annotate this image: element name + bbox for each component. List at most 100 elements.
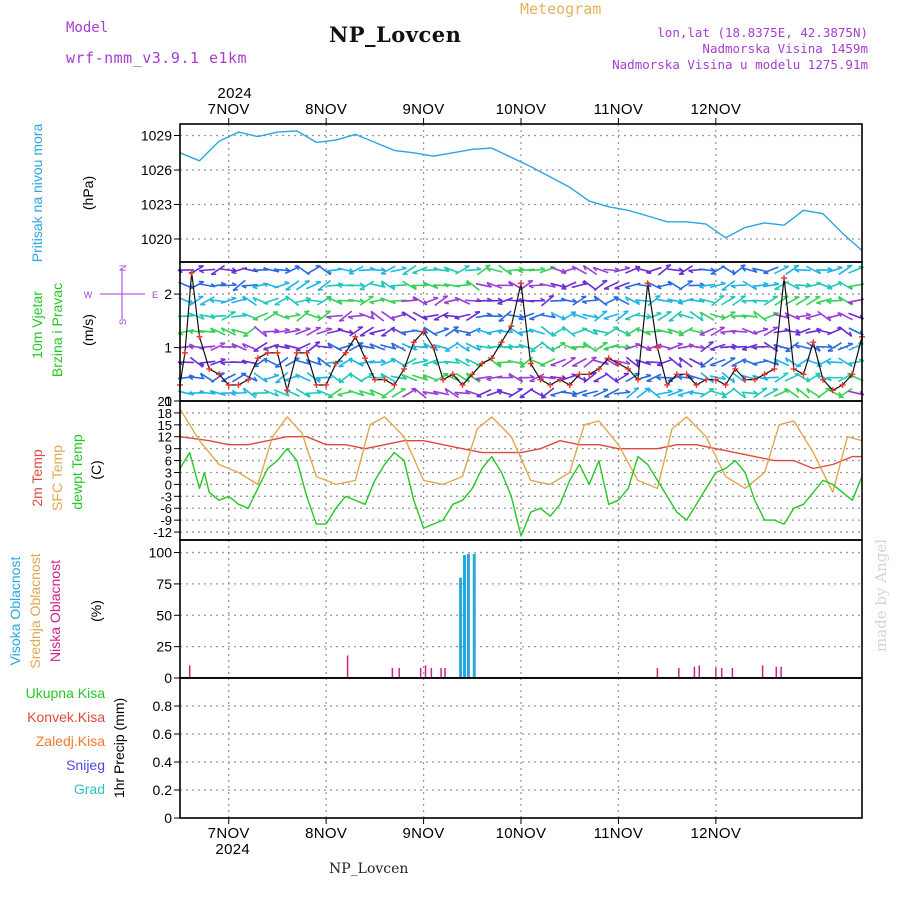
cloud-unit: (%) — [88, 600, 104, 622]
y-tick-label: -6 — [160, 501, 172, 516]
wind-arrow-head — [519, 360, 525, 365]
wind-arrow-head — [592, 266, 598, 272]
wind-arrow-head — [677, 375, 683, 381]
wind-arrow — [284, 357, 300, 367]
wind-gust-marker — [274, 349, 281, 356]
wind-arrow — [721, 357, 736, 368]
wind-arrow-head — [646, 387, 651, 393]
wind-arrow-head — [581, 300, 588, 305]
wind-arrow — [200, 372, 215, 383]
wind-arrow-head — [369, 301, 375, 305]
wind-arrow — [241, 267, 258, 273]
wind-arrow — [422, 358, 439, 366]
wind-arrow — [348, 265, 364, 275]
wind-arrow — [721, 265, 736, 275]
wind-arrow — [210, 372, 225, 383]
wind-arrow — [475, 375, 492, 380]
wind-gust-marker — [342, 349, 349, 356]
wind-arrow — [253, 372, 268, 383]
wind-arrow-head — [379, 297, 385, 303]
wind-arrow-head — [710, 377, 715, 383]
wind-arrow — [732, 372, 746, 383]
wind-gust-marker — [742, 376, 749, 383]
wind-arrow — [359, 295, 374, 306]
wind-arrow-head — [816, 302, 822, 305]
wind-arrow — [252, 312, 269, 321]
wind-arrow — [572, 373, 587, 383]
wind-arrow — [848, 327, 864, 336]
wind-arrow-head — [443, 283, 449, 288]
wind-gust-marker — [781, 275, 788, 282]
wind-arrow — [295, 280, 311, 291]
x-tick-label-top: 8NOV — [305, 101, 347, 118]
wind-arrow — [209, 298, 226, 303]
wind-arrow — [615, 310, 629, 322]
wind-arrow-head — [625, 318, 631, 321]
wind-gust-marker — [849, 371, 856, 378]
wind-arrow — [667, 373, 683, 382]
wind-arrow — [316, 389, 332, 397]
wind-arrow-head — [625, 344, 631, 349]
wind-arrow — [700, 372, 714, 384]
wind-arrow — [508, 388, 523, 398]
wind-arrow-head — [721, 288, 727, 291]
wind-arrow — [433, 311, 449, 321]
year-label-bottom: 2024 — [215, 841, 250, 858]
wind-arrow-head — [209, 299, 215, 304]
wind-arrow — [391, 388, 406, 398]
wind-arrow-head — [656, 376, 662, 381]
wind-arrow — [317, 264, 332, 276]
x-tick-label-top: 10NOV — [496, 101, 547, 118]
wind-arrow-head — [188, 345, 194, 350]
wind-arrow — [625, 296, 641, 306]
wind-arrow-head — [806, 388, 810, 394]
wind-arrow-head — [188, 330, 194, 335]
wind-arrow-head — [401, 311, 406, 317]
wind-arrow — [242, 342, 258, 351]
wind-arrow — [422, 314, 439, 319]
wind-gust-marker — [683, 371, 690, 378]
wind-arrow — [241, 284, 258, 287]
wind-arrow — [614, 296, 630, 306]
wind-arrow-head — [699, 311, 704, 317]
y-tick-label: 0 — [164, 393, 172, 409]
wind-arrow — [454, 329, 471, 334]
wind-arrow — [210, 327, 226, 336]
y-tick-label: 0 — [164, 670, 172, 686]
low-cloud-bar — [780, 666, 782, 678]
wind-arrow — [401, 373, 418, 382]
wind-arrow-head — [454, 296, 459, 302]
wind-arrow — [498, 310, 512, 322]
wind-arrow-head — [305, 392, 311, 397]
wind-arrow — [348, 389, 364, 397]
wind-arrow-head — [763, 272, 769, 275]
wind-arrow-head — [582, 280, 587, 286]
wind-arrow — [614, 372, 630, 383]
wind-arrow — [688, 344, 705, 349]
wind-arrow-head — [656, 311, 662, 315]
wind-arrow — [528, 268, 545, 272]
wind-gust-marker — [303, 349, 310, 356]
wind-gust-marker — [547, 381, 554, 388]
wind-arrow-head — [189, 343, 195, 347]
wind-arrow — [390, 267, 407, 273]
wind-gust-marker — [371, 376, 378, 383]
wind-arrow — [592, 359, 609, 366]
wind-arrow — [667, 328, 684, 335]
wind-arrow — [741, 314, 758, 318]
wind-arrow — [220, 268, 237, 272]
wind-arrow-head — [432, 390, 438, 396]
wind-arrow-head — [825, 387, 831, 390]
wind-arrow-head — [614, 287, 620, 290]
wind-arrow-head — [401, 374, 406, 380]
wind-arrow-head — [751, 267, 757, 273]
wind-arrow — [753, 387, 768, 399]
wind-arrow-head — [242, 295, 247, 302]
wind-arrow-head — [220, 361, 226, 366]
wind-arrow-head — [497, 302, 503, 306]
wind-arrow — [444, 373, 460, 382]
wind-arrow — [540, 294, 555, 307]
wind-arrow-head — [242, 387, 247, 394]
wind-arrow-head — [210, 327, 215, 333]
